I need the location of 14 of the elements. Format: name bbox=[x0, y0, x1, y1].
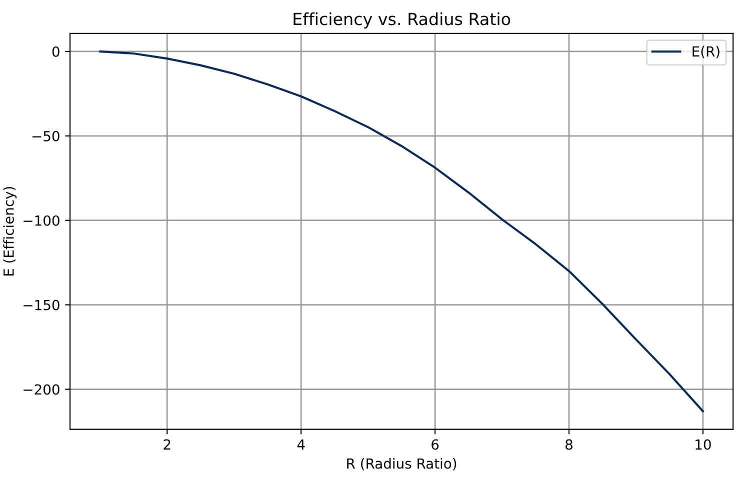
x-tick-label: 10 bbox=[696, 439, 711, 450]
x-tick-label: 4 bbox=[297, 439, 305, 450]
legend-label: E(R) bbox=[692, 46, 720, 58]
y-axis-title: E (Efficiency) bbox=[3, 186, 17, 276]
x-tick-label: 6 bbox=[432, 439, 439, 450]
y-tick-label: −50 bbox=[32, 130, 60, 142]
x-axis-title: R (Radius Ratio) bbox=[347, 458, 456, 470]
y-tick-label: −200 bbox=[24, 384, 60, 395]
y-tick-label: −150 bbox=[24, 300, 60, 310]
chart-title: Efficiency vs. Radius Ratio bbox=[294, 12, 510, 29]
x-tick-label: 2 bbox=[164, 439, 170, 450]
y-tick-label: −100 bbox=[24, 215, 60, 226]
y-tick-label: 0 bbox=[52, 46, 60, 57]
x-tick-label: 8 bbox=[566, 439, 572, 450]
